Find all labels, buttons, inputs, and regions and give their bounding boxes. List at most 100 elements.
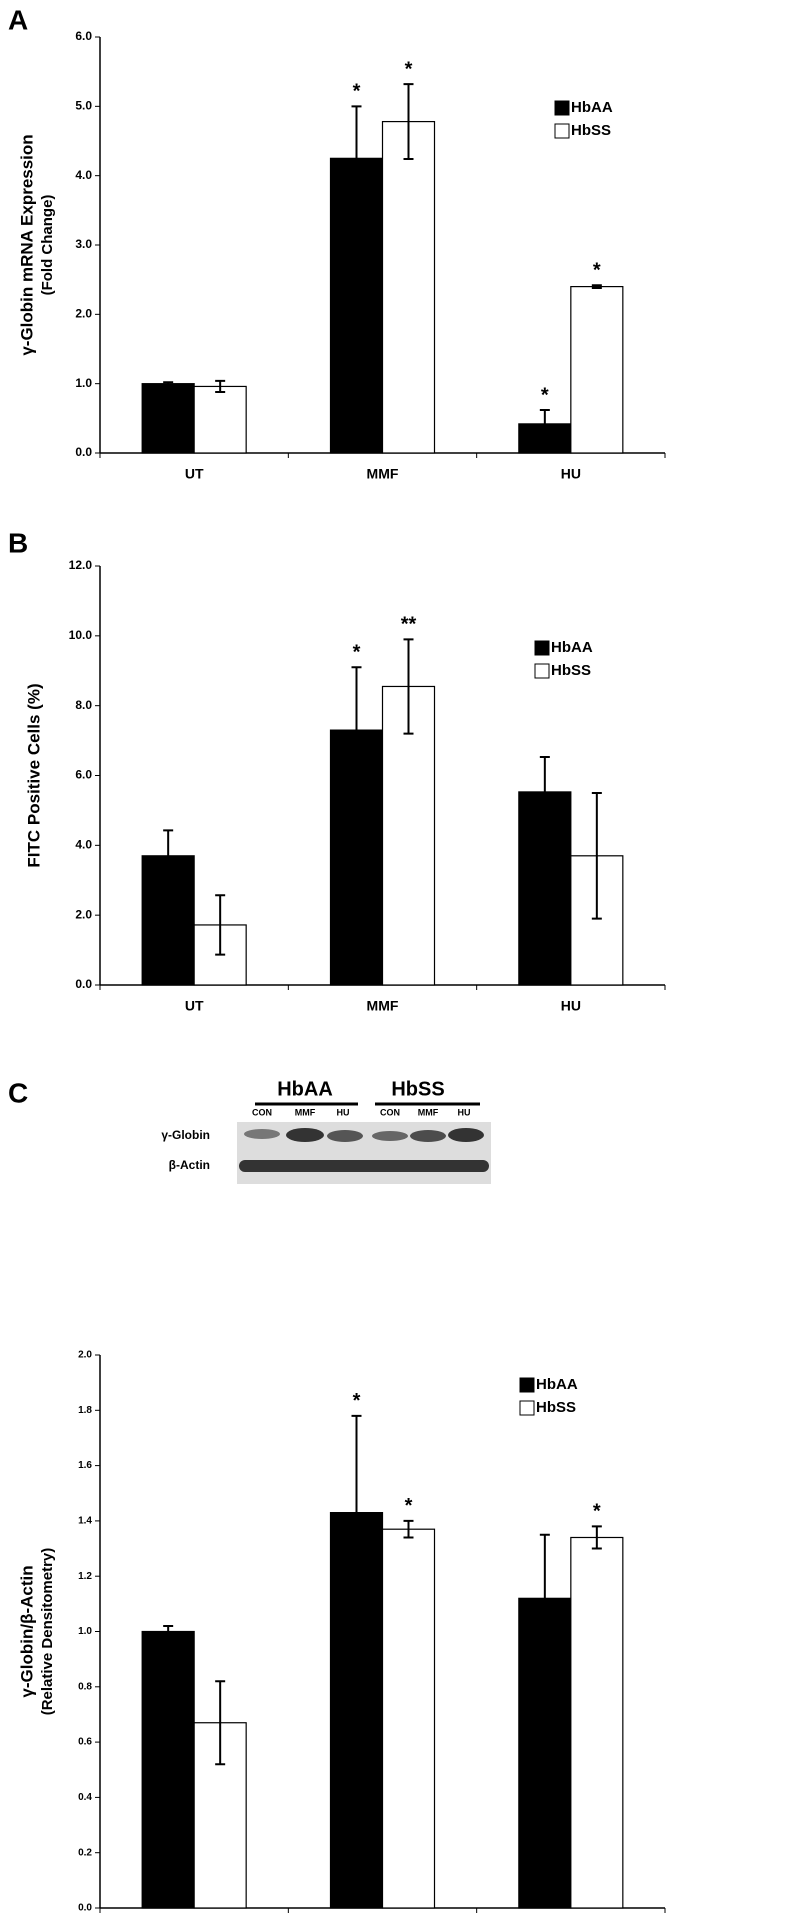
bar — [193, 385, 247, 454]
x-tick-label: UT — [185, 998, 204, 1014]
y-tick-label: 1.0 — [75, 376, 92, 390]
error-bar — [591, 791, 602, 920]
y-tick-label: 0.6 — [78, 1737, 92, 1748]
y-tick-label: 0.8 — [78, 1681, 92, 1692]
legend-swatch — [519, 1400, 535, 1416]
legend-swatch — [534, 640, 550, 656]
bar — [381, 685, 436, 986]
annotation: * — [353, 1390, 361, 1412]
blot-lane: MMF — [418, 1107, 439, 1117]
legend-label: HbAA — [571, 99, 613, 116]
error-bar — [215, 379, 226, 393]
y-tick-label: 0.4 — [78, 1792, 92, 1803]
error-bar — [591, 1525, 602, 1550]
annotation: ** — [401, 614, 417, 636]
y-tick-label: 0.2 — [78, 1847, 92, 1858]
y-tick-label: 2.0 — [75, 907, 92, 921]
x-tick-label: MMF — [367, 466, 399, 482]
y-tick-label: 3.0 — [75, 237, 92, 251]
x-tick-label: HU — [561, 466, 581, 482]
error-bar — [539, 755, 550, 828]
error-bar — [403, 83, 414, 161]
legend-swatch — [554, 123, 570, 139]
y-tick-label: 1.8 — [78, 1405, 92, 1416]
bar — [381, 120, 436, 454]
y-tick-label: 6.0 — [75, 29, 92, 43]
bar — [381, 1528, 436, 1909]
y-tick-label: 4.0 — [75, 838, 92, 852]
error-bar — [403, 638, 414, 735]
y-axis-label: (Relative Densitometry) — [39, 1548, 56, 1716]
error-bar — [163, 829, 174, 883]
blot-lane: CON — [252, 1107, 272, 1117]
y-tick-label: 1.2 — [78, 1571, 92, 1582]
annotation: * — [593, 259, 601, 281]
bar — [518, 791, 572, 986]
panel-label: B — [8, 527, 28, 558]
legend-swatch — [519, 1377, 535, 1393]
panel-label: C — [8, 1077, 28, 1108]
x-tick-label: UT — [185, 466, 204, 482]
error-bar — [539, 1533, 550, 1663]
annotation: * — [541, 384, 549, 406]
blot-group: HbAA — [277, 1078, 333, 1100]
y-axis-label: FITC Positive Cells (%) — [24, 683, 43, 867]
y-tick-label: 5.0 — [75, 99, 92, 113]
y-tick-label: 2.0 — [78, 1350, 92, 1361]
bar — [570, 1536, 624, 1909]
legend-label: HbSS — [551, 662, 591, 679]
y-tick-label: 12.0 — [69, 558, 93, 572]
blot-group: HbSS — [391, 1078, 444, 1100]
y-tick-label: 10.0 — [69, 628, 93, 642]
blot-lane: HU — [458, 1107, 471, 1117]
bar — [141, 1630, 195, 1909]
error-bar — [591, 284, 602, 289]
error-bar — [215, 894, 226, 956]
error-bar — [539, 409, 550, 439]
y-tick-label: 0.0 — [75, 445, 92, 459]
annotation: * — [405, 58, 413, 80]
annotation: * — [405, 1495, 413, 1517]
blot-image — [237, 1122, 491, 1184]
blot-bands — [239, 1128, 489, 1172]
y-tick-label: 2.0 — [75, 307, 92, 321]
error-bar — [351, 666, 362, 794]
blot-lane: MMF — [295, 1107, 316, 1117]
error-bar — [351, 1414, 362, 1611]
legend-label: HbAA — [551, 639, 593, 656]
bar — [141, 855, 195, 986]
y-tick-label: 0.0 — [75, 977, 92, 991]
bar — [141, 383, 195, 454]
blot-row: γ-Globin — [161, 1128, 210, 1142]
x-tick-label: HU — [561, 998, 581, 1014]
y-axis-label: γ-Globin mRNA Expression — [17, 134, 36, 355]
panel-label: A — [8, 4, 28, 35]
blot-row: β-Actin — [169, 1158, 210, 1172]
annotation: * — [593, 1501, 601, 1523]
blot-lane: CON — [380, 1107, 400, 1117]
y-axis-label: γ-Globin/β-Actin — [17, 1565, 36, 1697]
error-bar — [163, 1624, 174, 1639]
blot — [237, 1102, 491, 1184]
y-axis-label: (Fold Change) — [39, 195, 56, 296]
legend-label: HbSS — [571, 122, 611, 139]
x-tick-label: MMF — [367, 998, 399, 1014]
legend-swatch — [534, 663, 550, 679]
error-bar — [163, 381, 174, 387]
legend-label: HbSS — [536, 1399, 576, 1416]
y-tick-label: 4.0 — [75, 168, 92, 182]
y-tick-label: 1.6 — [78, 1460, 92, 1471]
bar — [570, 286, 624, 454]
y-tick-label: 1.0 — [78, 1626, 92, 1637]
y-tick-label: 0.0 — [78, 1903, 92, 1914]
legend-swatch — [554, 100, 570, 116]
blot-lane: HU — [337, 1107, 350, 1117]
legend-label: HbAA — [536, 1376, 578, 1393]
annotation: * — [353, 81, 361, 103]
error-bar — [215, 1680, 226, 1766]
annotation: * — [353, 642, 361, 664]
y-tick-label: 8.0 — [75, 698, 92, 712]
y-tick-label: 6.0 — [75, 768, 92, 782]
